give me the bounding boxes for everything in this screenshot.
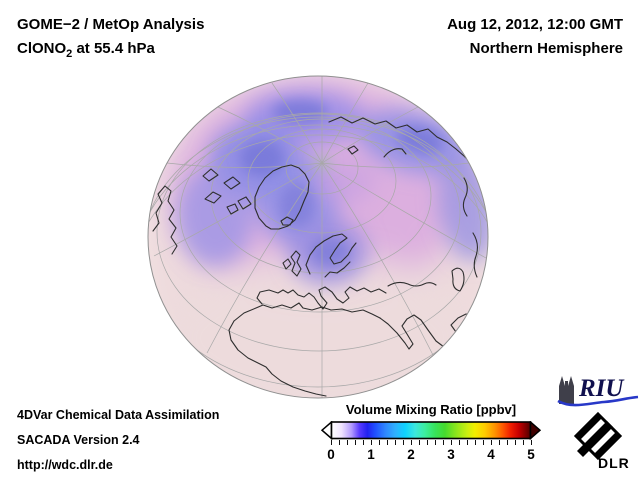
riu-logo: RIU <box>556 371 640 414</box>
globe-limb <box>147 75 489 399</box>
species-title: ClONO2 at 55.4 hPa <box>17 40 155 60</box>
graticule <box>148 76 488 398</box>
colorbar-tick-labels: 0 1 2 3 4 5 <box>321 447 541 465</box>
colorbar-bar <box>330 421 532 440</box>
plot-title-left: GOME−2 / MetOp Analysis ClONO2 at 55.4 h… <box>17 13 204 66</box>
colorbar-tick-label: 4 <box>487 447 495 462</box>
dlr-logo: DLR <box>566 410 640 475</box>
globe-clipped-content <box>148 76 488 398</box>
cathedral-icon <box>559 376 574 404</box>
dlr-emblem-icon <box>573 411 623 461</box>
colorbar-tick-label: 5 <box>527 447 535 462</box>
colorbar-tick-label: 2 <box>407 447 415 462</box>
colorbar <box>320 420 542 441</box>
attribution-block: 4DVar Chemical Data Assimilation SACADA … <box>17 403 219 478</box>
colorbar-tick-label: 3 <box>447 447 455 462</box>
dlr-logo-svg: DLR <box>573 411 630 471</box>
colorbar-svg <box>320 420 542 441</box>
colorbar-title: Volume Mixing Ratio [ppbv] <box>345 402 517 417</box>
riu-text: RIU <box>578 375 625 402</box>
colorbar-tick-label: 1 <box>367 447 375 462</box>
version-label: SACADA Version 2.4 <box>17 433 140 447</box>
assimilation-label: 4DVar Chemical Data Assimilation <box>17 408 220 422</box>
colorbar-tick-label: 0 <box>327 447 335 462</box>
colorbar-left-arrow <box>320 420 333 441</box>
website-label: http://wdc.dlr.de <box>17 458 113 472</box>
plot-title-right: Aug 12, 2012, 12:00 GMT Northern Hemisph… <box>447 13 623 61</box>
riu-wave-icon <box>557 395 639 407</box>
coastlines <box>152 116 479 397</box>
colorbar-minor-ticks <box>331 440 532 445</box>
hemisphere-label: Northern Hemisphere <box>469 40 623 57</box>
dlr-text: DLR <box>598 455 630 470</box>
date-label: Aug 12, 2012, 12:00 GMT <box>447 16 623 33</box>
colorbar-right-arrow <box>529 420 542 441</box>
riu-logo-svg: RIU <box>557 375 639 407</box>
instrument-title: GOME−2 / MetOp Analysis <box>17 16 205 33</box>
